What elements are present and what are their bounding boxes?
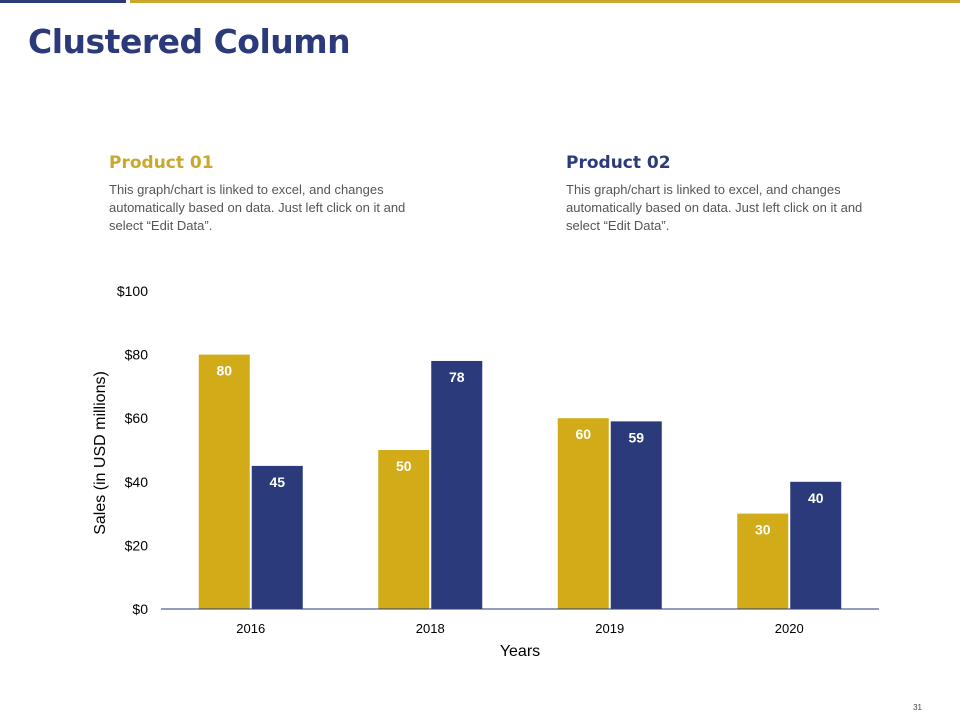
x-axis-title: Years [500,643,540,660]
data-label: 59 [628,429,644,445]
bar-product-01-2016[interactable] [198,354,250,609]
data-label: 78 [449,369,465,385]
bar-product-01-2019[interactable] [557,418,609,609]
bar-product-02-2019[interactable] [610,421,662,609]
x-tick-label: 2020 [775,621,804,636]
y-tick-label: $80 [125,347,149,363]
page-number: 31 [913,703,922,712]
bar-product-02-2016[interactable] [251,465,303,609]
data-label: 80 [216,363,232,379]
bar-product-01-2018[interactable] [378,450,430,609]
bar-product-01-2020[interactable] [737,513,789,609]
data-label: 30 [755,522,771,538]
y-tick-label: $60 [125,410,149,426]
x-tick-label: 2018 [416,621,445,636]
y-tick-label: $40 [125,474,149,490]
y-tick-label: $0 [132,601,148,617]
header-accent-navy [0,0,126,3]
bar-product-02-2018[interactable] [431,360,483,609]
x-tick-label: 2019 [595,621,624,636]
product-01-block: Product 01 This graph/chart is linked to… [109,153,409,235]
page-title: Clustered Column [28,22,351,61]
product-01-description: This graph/chart is linked to excel, and… [109,182,406,233]
data-label: 50 [396,458,412,474]
data-label: 45 [269,474,285,490]
header-accent-gold [130,0,960,3]
data-label: 60 [575,426,591,442]
y-tick-label: $20 [125,537,149,553]
y-axis-title: Sales (in USD millions) [92,371,109,535]
product-02-description: This graph/chart is linked to excel, and… [566,182,863,233]
x-tick-label: 2016 [236,621,265,636]
data-label: 40 [808,490,824,506]
product-02-block: Product 02 This graph/chart is linked to… [566,153,866,235]
product-02-heading: Product 02 [566,153,671,173]
bar-product-02-2020[interactable] [790,481,842,609]
product-01-heading: Product 01 [109,153,214,173]
y-tick-label: $100 [117,283,148,299]
